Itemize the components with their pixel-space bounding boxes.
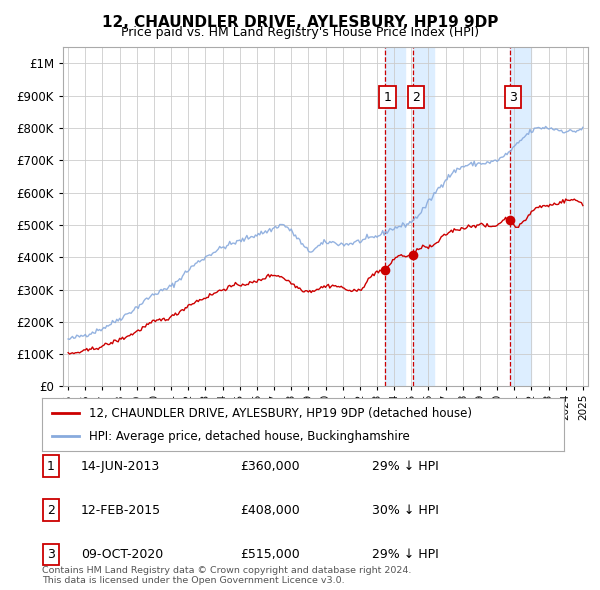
Text: 29% ↓ HPI: 29% ↓ HPI	[372, 460, 439, 473]
Text: £360,000: £360,000	[240, 460, 299, 473]
Text: 1: 1	[47, 460, 55, 473]
Text: 3: 3	[47, 548, 55, 561]
Text: This data is licensed under the Open Government Licence v3.0.: This data is licensed under the Open Gov…	[42, 576, 344, 585]
Text: 30% ↓ HPI: 30% ↓ HPI	[372, 504, 439, 517]
Text: 09-OCT-2020: 09-OCT-2020	[81, 548, 163, 561]
Text: £515,000: £515,000	[240, 548, 300, 561]
Text: 12, CHAUNDLER DRIVE, AYLESBURY, HP19 9DP: 12, CHAUNDLER DRIVE, AYLESBURY, HP19 9DP	[102, 15, 498, 30]
Text: 3: 3	[509, 91, 517, 104]
Text: 12-FEB-2015: 12-FEB-2015	[81, 504, 161, 517]
Bar	[385, 47, 405, 386]
Bar	[413, 47, 434, 386]
Text: 12, CHAUNDLER DRIVE, AYLESBURY, HP19 9DP (detached house): 12, CHAUNDLER DRIVE, AYLESBURY, HP19 9DP…	[89, 407, 472, 419]
Text: Contains HM Land Registry data © Crown copyright and database right 2024.: Contains HM Land Registry data © Crown c…	[42, 566, 412, 575]
Text: HPI: Average price, detached house, Buckinghamshire: HPI: Average price, detached house, Buck…	[89, 430, 410, 443]
Text: Price paid vs. HM Land Registry's House Price Index (HPI): Price paid vs. HM Land Registry's House …	[121, 26, 479, 39]
Text: 2: 2	[47, 504, 55, 517]
Text: £408,000: £408,000	[240, 504, 300, 517]
Text: 14-JUN-2013: 14-JUN-2013	[81, 460, 160, 473]
Text: 2: 2	[412, 91, 420, 104]
Bar	[511, 47, 531, 386]
Text: 1: 1	[383, 91, 391, 104]
Text: 29% ↓ HPI: 29% ↓ HPI	[372, 548, 439, 561]
